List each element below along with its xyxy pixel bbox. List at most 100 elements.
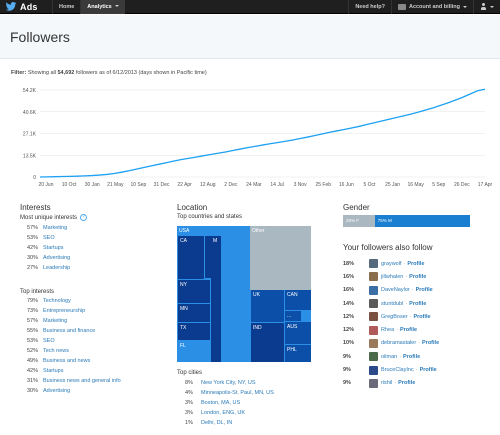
avatar[interactable]	[369, 352, 378, 362]
need-help-link[interactable]: Need help?	[348, 0, 391, 14]
city-item-link[interactable]: Minneapolis-St. Paul, MN, US	[201, 390, 274, 396]
top-interest-item: 55% Business and finance	[27, 326, 121, 336]
top-interest-item-link[interactable]: Business and news	[43, 358, 91, 364]
unique-interests-label: Most unique interests	[20, 215, 78, 222]
follow-handle-link[interactable]: graywolf	[381, 260, 402, 267]
city-item-link[interactable]: Boston, MA, US	[201, 400, 241, 406]
avatar[interactable]	[369, 338, 378, 348]
follow-handle-link[interactable]: GregBoser	[381, 313, 408, 320]
x-tick-label: 24 Mar	[246, 182, 262, 188]
follow-item: 9% oilman · Profile	[343, 350, 439, 363]
top-interest-item-pct: 73%	[27, 308, 39, 314]
treemap-ny[interactable]: NY	[178, 280, 210, 303]
top-interest-item-link[interactable]: Startups	[43, 368, 64, 374]
unique-interest-item-pct: 27%	[27, 265, 39, 271]
follow-handle-link[interactable]: DaveNaylor	[381, 287, 410, 294]
profile-link[interactable]: Profile	[400, 327, 418, 334]
unique-interest-item-link[interactable]: Startups	[43, 245, 64, 251]
avatar[interactable]	[369, 365, 378, 375]
unique-interest-item-link[interactable]: Advertising	[43, 255, 71, 261]
x-tick-label: 17 Apr	[478, 182, 493, 188]
top-interest-item-link[interactable]: Entrepreneurship	[43, 308, 86, 314]
nav-analytics-label: Analytics	[87, 3, 112, 10]
separator-dot: ·	[418, 340, 421, 347]
treemap-usa[interactable]: USA	[179, 228, 190, 234]
profile-link[interactable]: Profile	[413, 313, 431, 320]
location-treemap[interactable]: USA Other CA NY M MN TX FL UK CAN ... IN…	[177, 226, 311, 362]
profile-link[interactable]: Profile	[422, 340, 440, 347]
avatar[interactable]	[369, 378, 378, 388]
avatar[interactable]	[369, 325, 378, 335]
x-tick-label: 26 Dec	[454, 182, 470, 188]
top-interest-item: 30% Advertising	[27, 386, 121, 396]
top-interest-item-link[interactable]: SEO	[43, 338, 55, 344]
follow-pct: 10%	[343, 340, 355, 347]
top-interest-item: 31% Business news and general info	[27, 376, 121, 386]
top-interest-item-link[interactable]: Business news and general info	[43, 378, 121, 384]
nav-analytics[interactable]: Analytics	[80, 0, 125, 14]
followers-chart[interactable]: 0 13.5K 27.1K 40.6K 54.2K 20 Jun 10 Oct 30 Jan 2…	[0, 82, 500, 192]
ads-logo[interactable]: Ads	[0, 0, 52, 14]
profile-link[interactable]: Profile	[409, 273, 427, 280]
profile-link[interactable]: Profile	[398, 380, 416, 387]
follow-handle-link[interactable]: oilman	[381, 353, 398, 360]
city-item: 1% Delhi, DL, IN	[185, 418, 274, 428]
filter-label: Filter:	[11, 70, 27, 76]
account-billing-menu[interactable]: Account and billing	[390, 0, 473, 14]
top-interest-item-pct: 57%	[27, 318, 39, 324]
follow-handle-link[interactable]: stuntdubl	[381, 300, 404, 307]
top-interest-item-link[interactable]: Advertising	[43, 388, 71, 394]
treemap-ca[interactable]: CA	[178, 236, 204, 279]
help-icon[interactable]: ?	[80, 214, 88, 221]
top-interest-item-link[interactable]: Marketing	[43, 318, 68, 324]
avatar[interactable]	[369, 299, 378, 309]
avatar[interactable]	[369, 285, 378, 295]
follow-handle-link[interactable]: BruceClayInc	[381, 367, 414, 374]
city-item-link[interactable]: Delhi, DL, IN	[201, 420, 233, 426]
y-tick-label: 13.5K	[23, 153, 37, 159]
follow-handle-link[interactable]: rishil	[381, 380, 393, 387]
follow-handle-link[interactable]: Rhea	[381, 327, 395, 334]
top-interest-item-pct: 30%	[27, 388, 39, 394]
follow-item: 16% DaveNaylor · Profile	[343, 284, 439, 297]
follow-handle-link[interactable]: jillwhalen	[381, 273, 404, 280]
treemap-ind[interactable]: IND	[251, 323, 284, 362]
avatar[interactable]	[369, 259, 378, 269]
top-interest-item-link[interactable]: Business and finance	[43, 328, 96, 334]
nav-home[interactable]: Home	[52, 0, 80, 14]
treemap-phl[interactable]: PHL	[285, 345, 311, 362]
avatar[interactable]	[369, 272, 378, 282]
top-interest-item-link[interactable]: Technology	[43, 298, 71, 304]
treemap-tx[interactable]: TX	[178, 323, 210, 340]
unique-interest-item-link[interactable]: Leadership	[43, 265, 71, 271]
treemap-fl[interactable]: FL	[178, 341, 210, 358]
treemap-mn[interactable]: MN	[178, 304, 210, 322]
x-tick-label: 21 May	[107, 182, 124, 188]
city-item-link[interactable]: London, ENG, UK	[201, 410, 246, 416]
treemap-more[interactable]: ...	[285, 311, 301, 321]
filter-post: followers as of 6/12/2013 (days shown in…	[75, 70, 207, 76]
also-follow-list: 18% graywolf · Profile 16% jillwhalen · Profile…	[343, 257, 439, 390]
follow-handle-link[interactable]: debramastaler	[381, 340, 417, 347]
treemap-state-a[interactable]	[205, 236, 215, 278]
avatar[interactable]	[369, 312, 378, 322]
treemap-aus[interactable]: AUS	[285, 322, 311, 344]
city-item-link[interactable]: New York City, NY, US	[201, 380, 256, 386]
user-menu[interactable]	[473, 0, 500, 14]
profile-link[interactable]: Profile	[409, 300, 427, 307]
profile-link[interactable]: Profile	[415, 287, 433, 294]
separator-dot: ·	[396, 327, 398, 334]
top-interest-item-link[interactable]: Tech news	[43, 348, 69, 354]
profile-link[interactable]: Profile	[403, 353, 421, 360]
city-item-pct: 1%	[185, 420, 193, 426]
treemap-uk[interactable]: UK	[251, 290, 284, 322]
unique-interest-item-link[interactable]: Marketing	[43, 225, 68, 231]
profile-link[interactable]: Profile	[419, 367, 437, 374]
top-interests-list: 79% Technology 73% Entrepreneurship 57% Marke…	[27, 296, 121, 396]
treemap-m[interactable]: M	[211, 236, 221, 362]
unique-interest-item-link[interactable]: SEO	[43, 235, 55, 241]
chevron-down-icon	[463, 5, 467, 8]
profile-link[interactable]: Profile	[407, 260, 425, 267]
treemap-can[interactable]: CAN	[285, 290, 311, 310]
treemap-other[interactable]: Other	[250, 226, 311, 290]
